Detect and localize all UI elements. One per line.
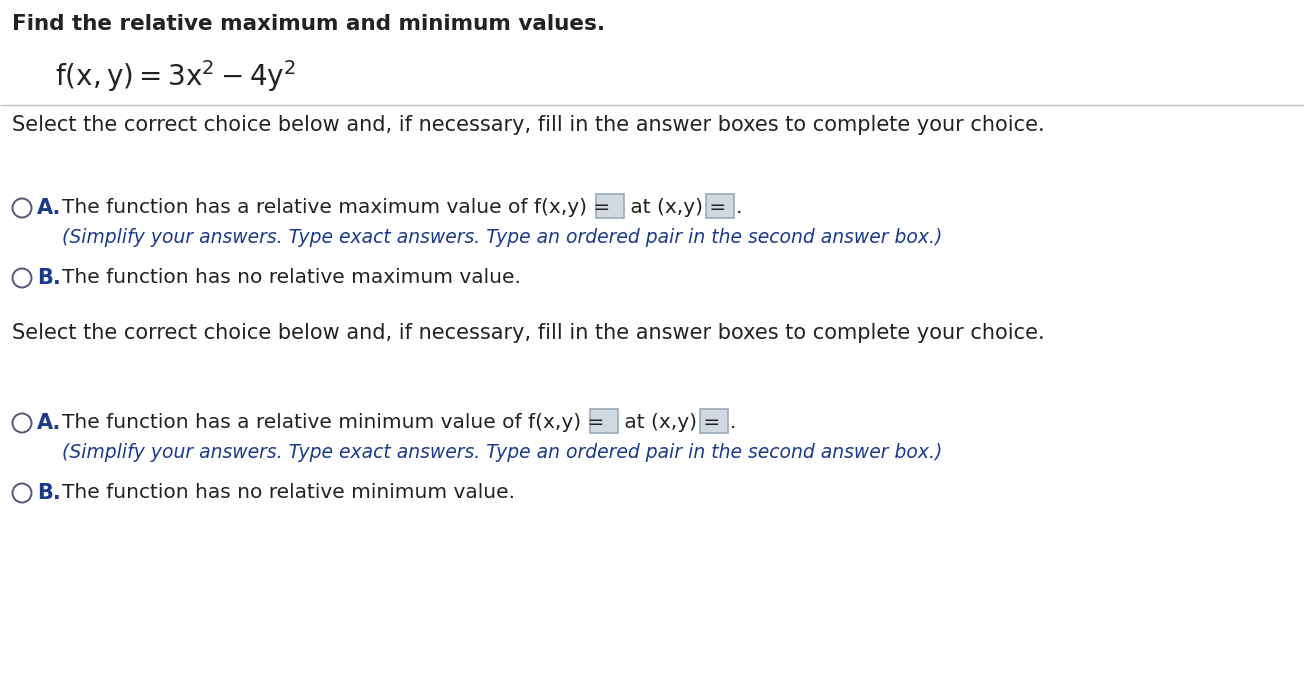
Text: at (x,y) =: at (x,y) =: [618, 413, 720, 432]
Text: The function has no relative minimum value.: The function has no relative minimum val…: [63, 483, 515, 502]
Text: .: .: [730, 413, 737, 432]
Text: (Simplify your answers. Type exact answers. Type an ordered pair in the second a: (Simplify your answers. Type exact answe…: [63, 228, 943, 247]
Text: B.: B.: [37, 268, 61, 288]
Text: Find the relative maximum and minimum values.: Find the relative maximum and minimum va…: [12, 14, 605, 34]
Text: A.: A.: [37, 413, 61, 433]
FancyBboxPatch shape: [700, 409, 728, 433]
Text: B.: B.: [37, 483, 61, 503]
FancyBboxPatch shape: [589, 409, 618, 433]
Text: Select the correct choice below and, if necessary, fill in the answer boxes to c: Select the correct choice below and, if …: [12, 323, 1045, 343]
Text: Select the correct choice below and, if necessary, fill in the answer boxes to c: Select the correct choice below and, if …: [12, 115, 1045, 135]
FancyBboxPatch shape: [596, 194, 625, 218]
Text: $\mathsf{f(x,y) = 3x^2 - 4y^2}$: $\mathsf{f(x,y) = 3x^2 - 4y^2}$: [55, 58, 296, 94]
Text: at (x,y) =: at (x,y) =: [625, 198, 726, 217]
Text: The function has a relative maximum value of f(x,y) =: The function has a relative maximum valu…: [63, 198, 610, 217]
Text: A.: A.: [37, 198, 61, 218]
Text: (Simplify your answers. Type exact answers. Type an ordered pair in the second a: (Simplify your answers. Type exact answe…: [63, 443, 943, 462]
Text: The function has no relative maximum value.: The function has no relative maximum val…: [63, 268, 520, 287]
Text: The function has a relative minimum value of f(x,y) =: The function has a relative minimum valu…: [63, 413, 604, 432]
Text: .: .: [735, 198, 742, 217]
FancyBboxPatch shape: [705, 194, 734, 218]
